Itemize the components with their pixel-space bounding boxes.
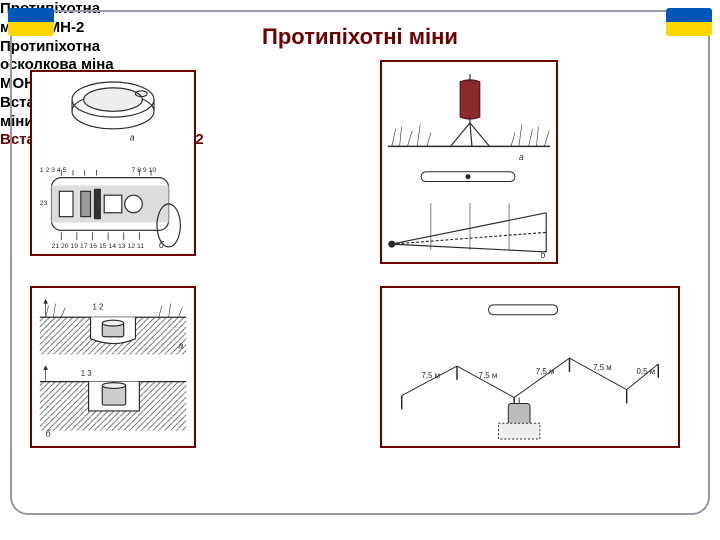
svg-text:1 3: 1 3 <box>81 369 92 378</box>
svg-text:23: 23 <box>40 200 48 207</box>
figure-ozm72-install: 7,5 м 7,5 м 7,5 м 7,5 м 0,5 м <box>380 286 680 448</box>
page-title: Протипіхотні міни <box>0 24 720 50</box>
svg-text:1 2 3 4 5: 1 2 3 4 5 <box>40 167 67 174</box>
svg-text:7 8 9 10: 7 8 9 10 <box>132 167 157 174</box>
svg-text:7,5 м: 7,5 м <box>479 371 498 380</box>
figure-mon50: a б <box>380 60 558 264</box>
svg-text:7,5 м: 7,5 м <box>421 371 440 380</box>
panel-ozm72-install: 7,5 м 7,5 м 7,5 м 7,5 м 0,5 м <box>380 286 680 448</box>
svg-text:a: a <box>178 340 183 350</box>
svg-text:a: a <box>130 133 135 143</box>
svg-text:1 2: 1 2 <box>93 302 104 311</box>
figure-pmn2: a <box>30 70 196 256</box>
svg-text:0,5 м: 0,5 м <box>637 367 656 376</box>
panel-pmn2-install: 1 2 a 1 3 б <box>30 286 196 448</box>
panel-pmn2-diagram: a <box>30 70 196 256</box>
panel-mon50-diagram: a б <box>380 60 558 264</box>
svg-text:7,5 м: 7,5 м <box>593 363 612 372</box>
figure-pmn2-install: 1 2 a 1 3 б <box>30 286 196 448</box>
svg-text:б: б <box>540 250 546 260</box>
svg-text:7,5 м: 7,5 м <box>536 367 555 376</box>
svg-text:21 20 19 17 16 15 14 13 12 1: 21 20 19 17 16 15 14 13 12 11 <box>52 243 145 250</box>
svg-text:a: a <box>519 152 524 162</box>
